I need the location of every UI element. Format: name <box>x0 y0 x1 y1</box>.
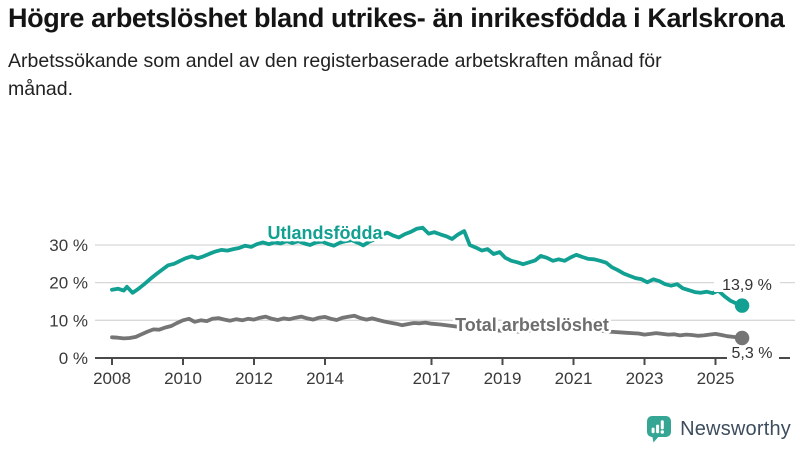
end-dot-total <box>734 330 750 346</box>
x-axis-label: 2017 <box>413 369 451 388</box>
series-label-total: Total arbetslöshet <box>455 315 609 335</box>
chart-title: Högre arbetslöshet bland utrikes- än inr… <box>8 3 785 33</box>
x-axis-label: 2010 <box>164 369 202 388</box>
x-axis-label: 2008 <box>93 369 131 388</box>
x-axis-label: 2019 <box>484 369 522 388</box>
chart-subtitle: Arbetssökande som andel av den registerb… <box>8 50 662 100</box>
y-axis-label: 30 % <box>49 236 88 255</box>
newsworthy-logo-icon <box>647 416 672 443</box>
y-axis-label: 10 % <box>49 311 88 330</box>
line-utlandsfodda <box>110 225 744 308</box>
end-label-backing <box>714 275 780 292</box>
end-label-backing <box>727 344 779 362</box>
y-axis-label: 0 % <box>59 349 88 368</box>
series-label-utlandsfodda: Utlandsfödda <box>268 223 384 243</box>
end-value-label-total: 5,3 % <box>732 345 773 362</box>
line-total <box>110 313 744 341</box>
end-dot-utlandsfodda <box>734 298 750 313</box>
header: Högre arbetslöshet bland utrikes- än inr… <box>8 2 792 104</box>
end-value-label-utlandsfodda: 13,9 % <box>722 277 772 294</box>
brand-name: Newsworthy <box>680 417 791 440</box>
x-axis-label: 2012 <box>235 369 273 388</box>
x-axis-label: 2023 <box>626 369 664 388</box>
x-axis-label: 2014 <box>306 369 344 388</box>
y-axis-label: 20 % <box>49 274 88 293</box>
x-axis-label: 2025 <box>697 369 735 388</box>
brand-footer: Newsworthy <box>646 415 791 443</box>
x-axis-label: 2021 <box>555 369 593 388</box>
